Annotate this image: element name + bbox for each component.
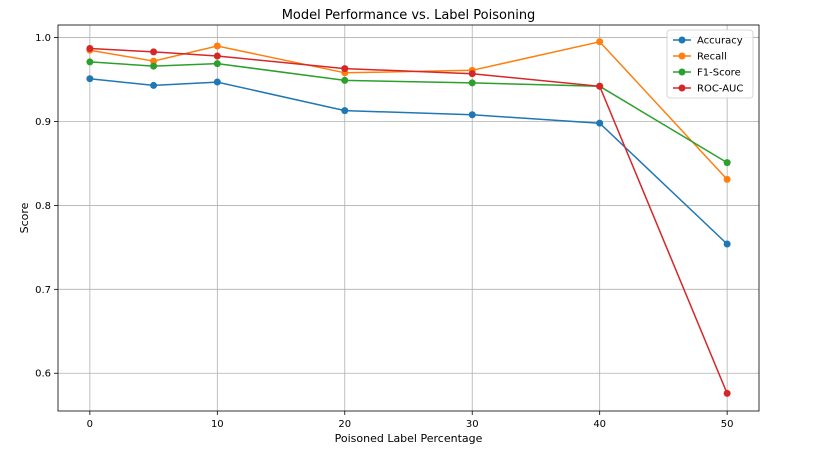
x-tick-label: 0 bbox=[87, 419, 93, 430]
series-group bbox=[86, 38, 731, 397]
x-tick-label: 20 bbox=[338, 419, 351, 430]
data-point-roc-auc bbox=[86, 44, 94, 52]
plot-frame bbox=[57, 24, 760, 412]
data-point-accuracy bbox=[341, 107, 349, 115]
data-point-roc-auc bbox=[468, 70, 476, 78]
x-tick-label: 30 bbox=[466, 419, 479, 430]
data-point-accuracy bbox=[86, 75, 94, 83]
ticks: 0 10 20 30 40 50 0.6 0.7 0.8 0.9 1.0 bbox=[35, 33, 733, 430]
data-point-accuracy bbox=[468, 111, 476, 119]
data-point-recall bbox=[213, 42, 221, 50]
y-tick-label: 0.9 bbox=[35, 117, 51, 128]
legend: Accuracy Recall F1-Score ROC-AUC bbox=[666, 29, 754, 99]
series-line-roc-auc bbox=[89, 47, 728, 394]
data-point-accuracy bbox=[723, 240, 731, 248]
series-recall bbox=[86, 38, 731, 183]
legend-marker-accuracy bbox=[678, 36, 686, 44]
x-tick-label: 10 bbox=[211, 419, 224, 430]
data-point-accuracy bbox=[213, 78, 221, 86]
data-point-roc-auc bbox=[213, 52, 221, 60]
data-point-f1-score bbox=[723, 159, 731, 167]
data-point-recall bbox=[596, 38, 604, 46]
data-point-f1-score bbox=[213, 60, 221, 68]
y-tick-label: 1.0 bbox=[35, 33, 51, 44]
legend-label-roc-auc: ROC-AUC bbox=[697, 84, 743, 95]
data-point-accuracy bbox=[596, 119, 604, 127]
series-roc-auc bbox=[86, 44, 731, 397]
series-line-recall bbox=[89, 40, 728, 180]
chart-title: Model Performance vs. Label Poisoning bbox=[282, 8, 536, 23]
legend-label-recall: Recall bbox=[697, 52, 727, 63]
data-point-f1-score bbox=[150, 62, 158, 70]
x-tick-label: 40 bbox=[593, 419, 606, 430]
legend-marker-recall bbox=[678, 52, 686, 60]
y-tick-label: 0.6 bbox=[35, 369, 51, 380]
legend-label-f1-score: F1-Score bbox=[697, 68, 741, 79]
y-tick-label: 0.8 bbox=[35, 201, 51, 212]
legend-label-accuracy: Accuracy bbox=[697, 36, 743, 47]
data-point-roc-auc bbox=[596, 82, 604, 90]
legend-marker-roc-auc bbox=[678, 84, 686, 92]
data-point-f1-score bbox=[86, 58, 94, 66]
legend-box bbox=[666, 29, 754, 99]
data-point-roc-auc bbox=[341, 65, 349, 73]
legend-marker-f1-score bbox=[678, 68, 686, 76]
data-point-accuracy bbox=[150, 81, 158, 89]
x-tick-label: 50 bbox=[721, 419, 734, 430]
data-point-f1-score bbox=[468, 79, 476, 87]
y-tick-label: 0.7 bbox=[35, 285, 51, 296]
data-point-roc-auc bbox=[723, 389, 731, 397]
data-point-f1-score bbox=[341, 76, 349, 84]
data-point-recall bbox=[150, 57, 158, 65]
series-accuracy bbox=[86, 75, 731, 248]
data-point-recall bbox=[723, 175, 731, 183]
x-axis-label: Poisoned Label Percentage bbox=[335, 432, 483, 445]
data-point-roc-auc bbox=[150, 48, 158, 56]
y-axis-label: Score bbox=[18, 202, 31, 233]
